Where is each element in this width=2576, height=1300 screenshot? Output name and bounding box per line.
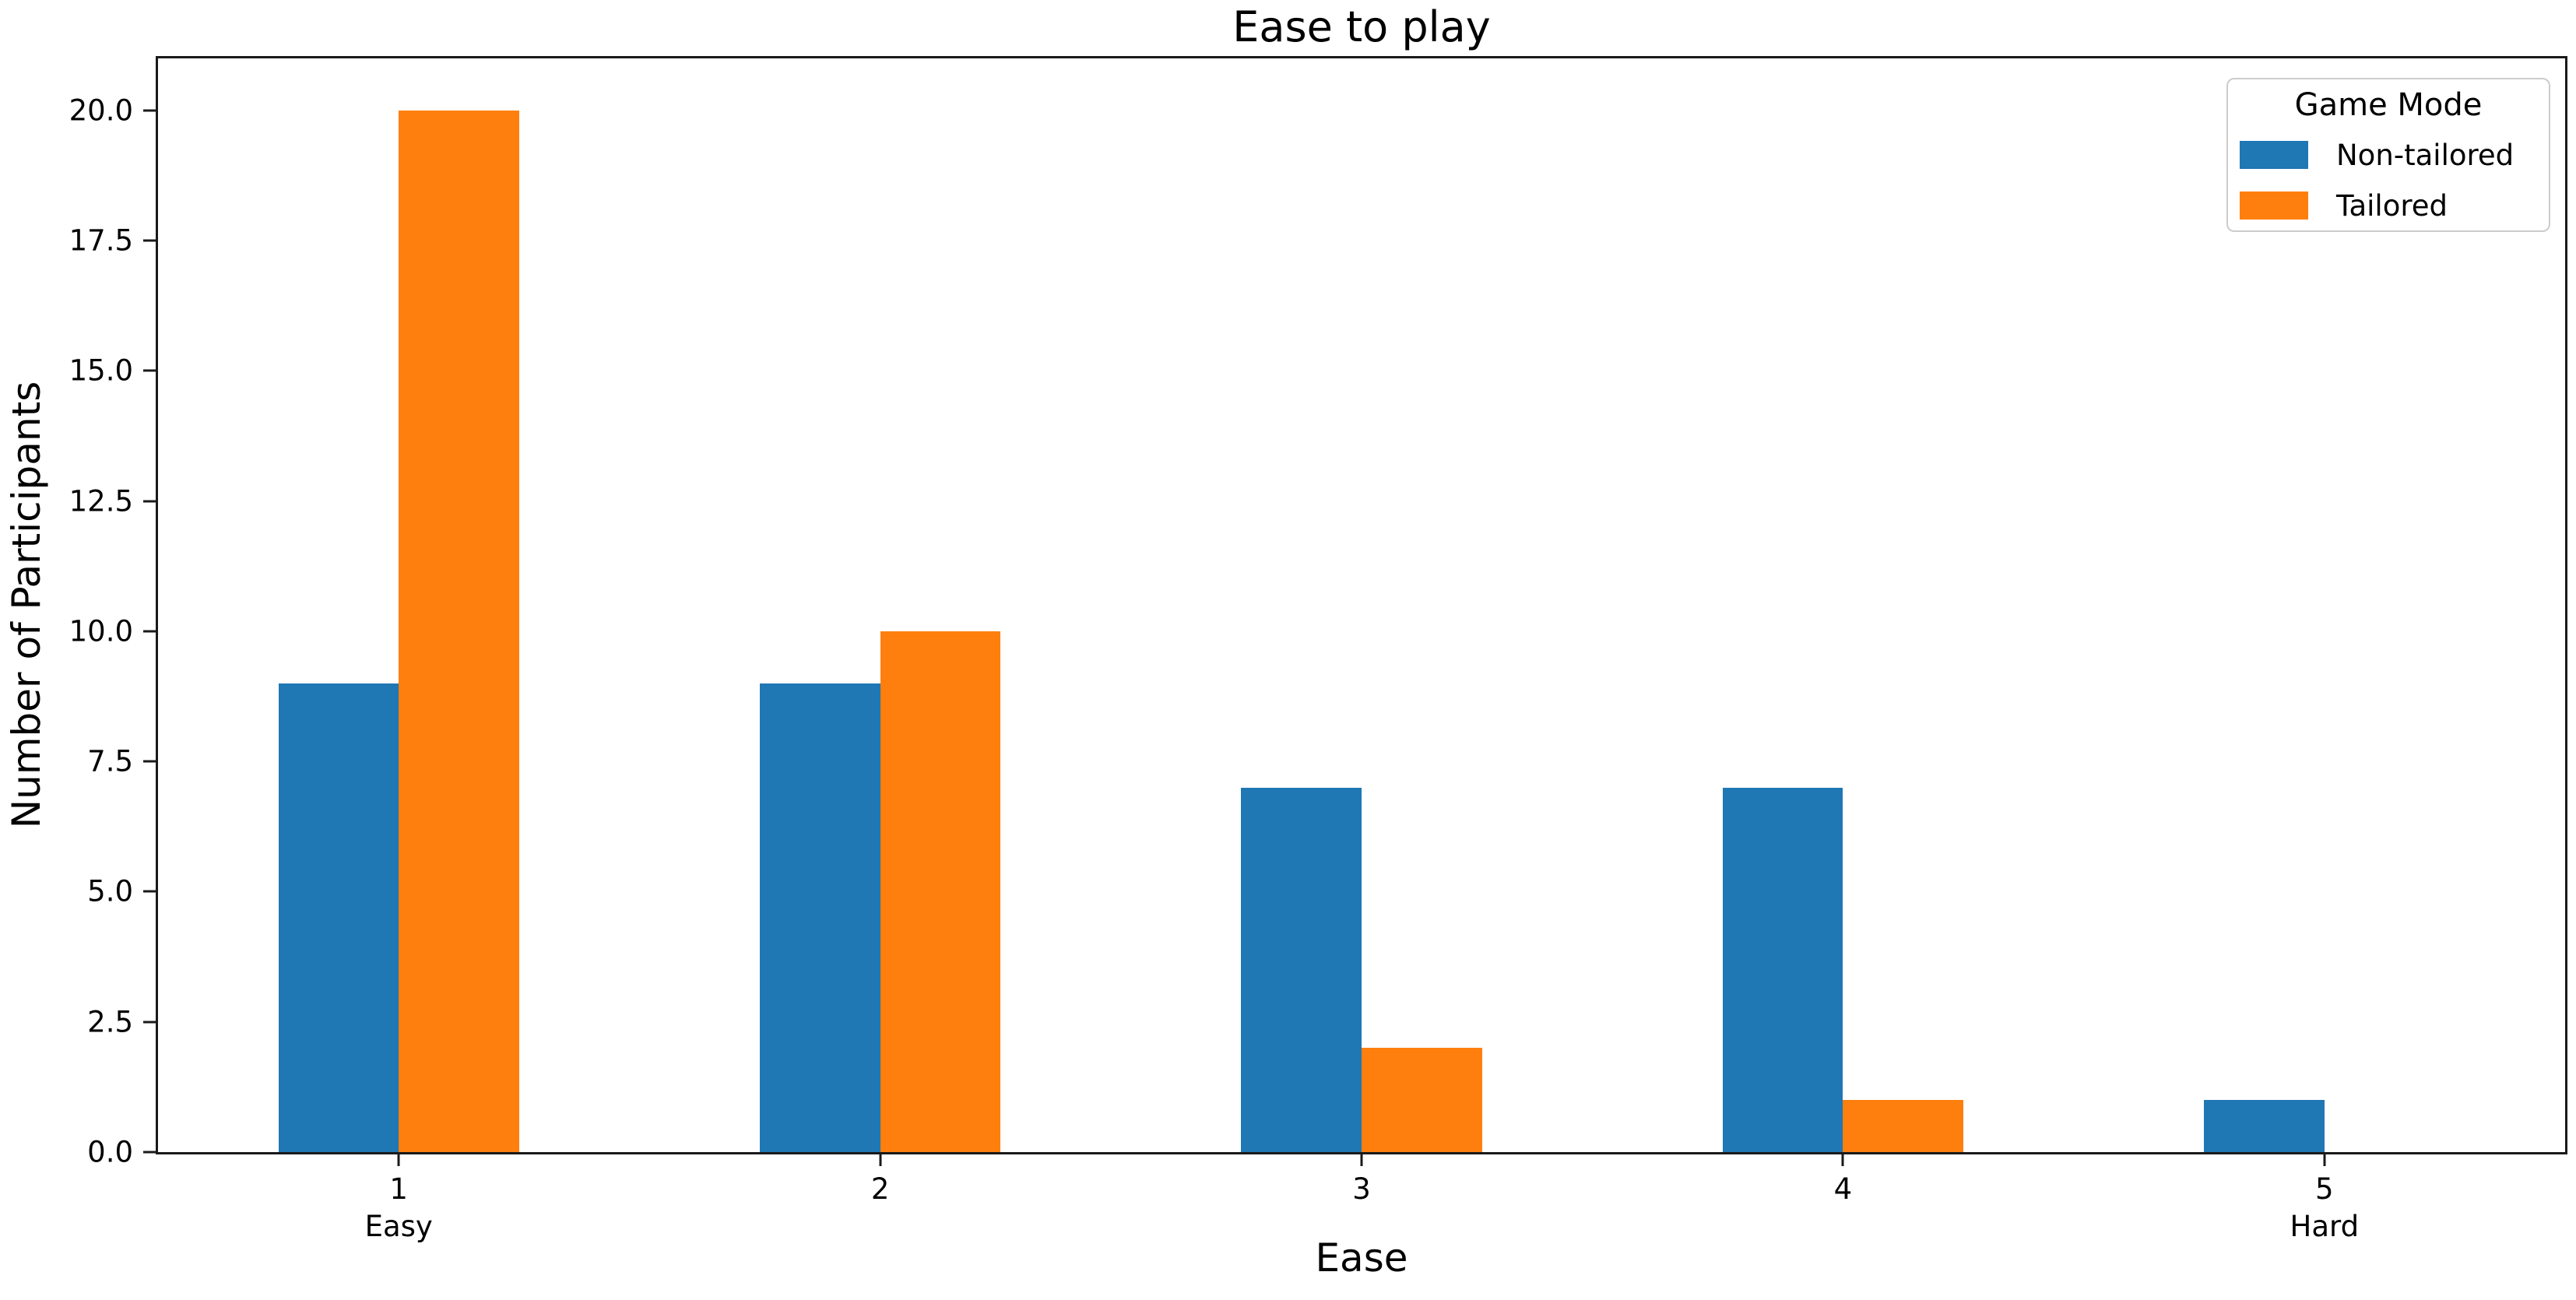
x-tick-label: 5 Hard — [2290, 1172, 2360, 1244]
chart-title: Ease to play — [1232, 2, 1491, 51]
x-tick-label: 1 Easy — [364, 1172, 433, 1244]
x-tick-mark — [397, 1154, 400, 1166]
y-tick-mark — [143, 760, 156, 763]
legend: Game Mode Non-tailored Tailored — [2226, 78, 2550, 232]
x-tick-label: 4 — [1833, 1172, 1853, 1206]
y-tick-label: 10.0 — [69, 614, 133, 648]
y-tick-label: 5.0 — [87, 874, 133, 908]
y-tick-mark — [143, 369, 156, 372]
x-tick-mark — [879, 1154, 882, 1166]
y-tick-label: 2.5 — [87, 1005, 133, 1039]
x-tick-mark — [2323, 1154, 2326, 1166]
y-tick-label: 20.0 — [69, 93, 133, 128]
legend-entry-non-tailored: Non-tailored — [2240, 139, 2514, 170]
y-tick-label: 12.5 — [69, 484, 133, 518]
bar-tailored-x1 — [399, 110, 519, 1152]
y-tick-mark — [143, 109, 156, 112]
x-tick-label: 3 — [1352, 1172, 1371, 1206]
y-tick-mark — [143, 1151, 156, 1154]
bar-tailored-x4 — [1843, 1100, 1963, 1152]
x-tick-mark — [1841, 1154, 1844, 1166]
y-tick-mark — [143, 1021, 156, 1024]
bar-tailored-x2 — [880, 631, 1001, 1152]
legend-label-tailored: Tailored — [2336, 188, 2448, 223]
plot-area: Game Mode Non-tailored Tailored 0.0 2.5 5.0… — [69, 56, 2567, 1243]
y-tick-mark — [143, 630, 156, 633]
x-tick-label: 2 — [870, 1172, 890, 1206]
legend-swatch-non-tailored — [2240, 141, 2308, 169]
x-axis-label: Ease — [1315, 1235, 1408, 1281]
bar-tailored-x3 — [1362, 1048, 1482, 1152]
bar-non-tailored-x1 — [278, 683, 399, 1152]
y-tick-label: 15.0 — [69, 353, 133, 388]
y-tick-mark — [143, 239, 156, 242]
y-tick-mark — [143, 890, 156, 893]
x-tick-mark — [1360, 1154, 1363, 1166]
bar-non-tailored-x5 — [2204, 1100, 2325, 1152]
bar-non-tailored-x2 — [760, 683, 880, 1152]
bar-non-tailored-x4 — [1722, 787, 1843, 1152]
legend-title: Game Mode — [2294, 87, 2483, 123]
y-axis-label: Number of Participants — [4, 381, 49, 829]
y-tick-label: 7.5 — [87, 744, 133, 778]
legend-swatch-tailored — [2240, 191, 2308, 220]
y-tick-label: 17.5 — [69, 223, 133, 258]
bar-non-tailored-x3 — [1241, 787, 1362, 1152]
y-tick-mark — [143, 500, 156, 503]
y-tick-label: 0.0 — [87, 1135, 133, 1169]
legend-entry-tailored: Tailored — [2240, 190, 2448, 221]
legend-label-non-tailored: Non-tailored — [2336, 138, 2514, 172]
